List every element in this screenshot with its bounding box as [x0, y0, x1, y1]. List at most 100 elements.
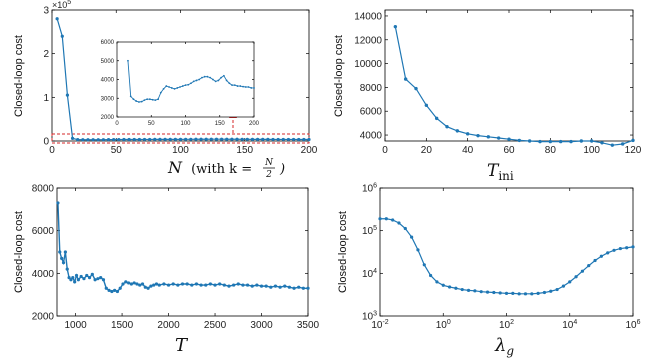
panel-t-data-point	[199, 283, 203, 287]
panel-lambda-data-point	[606, 251, 610, 255]
inset-data-point	[225, 79, 228, 82]
panel-n-sweep-data-point	[245, 137, 249, 141]
panel-tini-data-point	[465, 132, 470, 136]
panel-t-data-point	[143, 285, 147, 289]
inset-data-point	[173, 87, 176, 90]
panel-lambda-data-point	[631, 245, 635, 249]
panel-tini-xtick-label: 120	[625, 145, 642, 156]
panel-t-ytick-label: 2000	[32, 312, 55, 323]
panel-tini-ylabel: Closed-loop cost	[333, 35, 345, 117]
panel-lambda-data-point	[454, 286, 458, 290]
panel-n-sweep-data-point	[261, 137, 265, 141]
panel-t-data-point	[71, 276, 75, 280]
xlabel-fraction: N 2	[263, 158, 275, 180]
inset-data-point	[192, 80, 195, 83]
panel-t-data-point	[85, 273, 89, 278]
panel-n-sweep-xlabel: N (with k =	[167, 158, 252, 177]
panel-t-data-point	[115, 289, 120, 294]
panel-n-sweep-data-point	[271, 137, 275, 142]
svg-text:2: 2	[265, 170, 272, 180]
panel-tini-data-point	[496, 136, 501, 140]
panel-n-sweep-data-point	[256, 137, 260, 141]
panel-n-sweep-data-point	[127, 137, 131, 142]
panel-lambda-data-point	[435, 280, 439, 284]
panel-n-sweep-data-point	[199, 137, 203, 141]
panel-t-data-point	[101, 278, 106, 282]
panel-tini-data-point	[558, 139, 563, 144]
inset-data-point	[170, 87, 173, 89]
panel-lambda-data-point	[447, 285, 452, 289]
panel-lambda-data-point	[429, 273, 433, 278]
panel-lambda-xtick-label: 102	[499, 319, 514, 331]
panel-n-sweep-data-point	[173, 137, 177, 141]
panel-n-sweep-ytick-label: 1	[43, 93, 49, 104]
inset-plot: 0 50 100 150 200 2000 3000 4000 5000 6000	[101, 40, 260, 127]
panel-n-sweep-ytick-label: 3	[43, 6, 49, 17]
inset-data-point	[157, 98, 160, 101]
panel-t-data-point	[129, 282, 133, 286]
panel-tini-data-point	[631, 138, 635, 143]
panel-tini-data-point	[527, 139, 532, 143]
panel-lambda-data-point	[536, 291, 540, 295]
panel-n-sweep-data-point	[178, 137, 183, 141]
inset-data-point	[217, 79, 220, 82]
panel-t-data-point	[292, 286, 296, 290]
inset-data-point	[148, 98, 151, 101]
panel-n-sweep-data-point	[76, 138, 80, 142]
panel-n-sweep-data-point	[132, 137, 136, 142]
panel-tini-xtick-label: 40	[462, 145, 474, 156]
panel-t-data-point	[113, 288, 117, 292]
panel-n-sweep-data-point	[302, 137, 306, 142]
panel-t-axes-box	[56, 187, 309, 317]
panel-n-sweep-data-point	[153, 137, 157, 141]
panel-n-sweep-data-point	[60, 34, 64, 38]
panel-tini-xtick-label: 100	[583, 145, 600, 156]
panel-lambda-data-point	[625, 246, 629, 250]
panel-lambda-data-point	[391, 218, 395, 222]
panel-n-sweep-data-point	[286, 137, 291, 142]
panel-t-data-point	[154, 282, 159, 286]
inset-data-point	[203, 75, 206, 78]
panel-lambda-series-line	[380, 218, 634, 295]
panel-n-sweep-data-point	[122, 137, 126, 142]
panel-t-data-point	[236, 282, 240, 286]
panel-lambda-xtick-label: 100	[436, 319, 451, 331]
panel-n-sweep-data-point	[142, 137, 147, 142]
panel-n-sweep-data-point	[184, 137, 188, 141]
panel-t-data-point	[157, 283, 161, 287]
panel-tini-xtick-label: 20	[421, 145, 433, 156]
panel-n-sweep-data-point	[194, 137, 198, 141]
panel-t-data-point	[152, 283, 156, 287]
panel-tini-sweep: 0 20 40 60 80 100 120 4000 6000 8000 10000 12000 140…	[333, 9, 642, 183]
panel-n-sweep-data-point	[297, 137, 301, 142]
panel-tini-data-point	[507, 137, 511, 141]
panel-tini-axes-box	[384, 9, 634, 142]
inset-data-point	[187, 83, 190, 86]
panel-t-data-point	[287, 285, 292, 289]
panel-tini-data-point	[610, 143, 615, 147]
panel-t-data-point	[135, 282, 139, 286]
panel-n-sweep-data-point	[225, 137, 229, 141]
panel-n-sweep-data-point	[158, 137, 162, 141]
inset-xtick-label: 0	[115, 121, 119, 127]
panel-t-data-point	[194, 282, 199, 286]
inset-data-point	[168, 86, 170, 88]
panel-t-data-point	[222, 283, 226, 287]
panel-lambda-xlabel: λg	[494, 335, 514, 358]
inset-data-point	[127, 59, 129, 62]
panel-t-data-point	[259, 284, 264, 288]
panel-t-data-point	[297, 285, 301, 289]
panel-n-sweep-data-point	[86, 138, 90, 142]
inset-data-point	[162, 87, 165, 90]
panel-t-data-point	[273, 284, 278, 288]
panel-n-sweep-data-point	[291, 137, 296, 142]
inset-data-point	[222, 74, 225, 77]
panel-t-data-point	[67, 276, 71, 280]
inset-data-point	[135, 100, 138, 102]
inset-data-point	[231, 84, 233, 87]
panel-tini-data-point	[414, 86, 418, 91]
panel-n-sweep-data-point	[112, 138, 116, 142]
panel-lambda-data-point	[580, 269, 585, 273]
panel-t-data-point	[74, 273, 79, 278]
